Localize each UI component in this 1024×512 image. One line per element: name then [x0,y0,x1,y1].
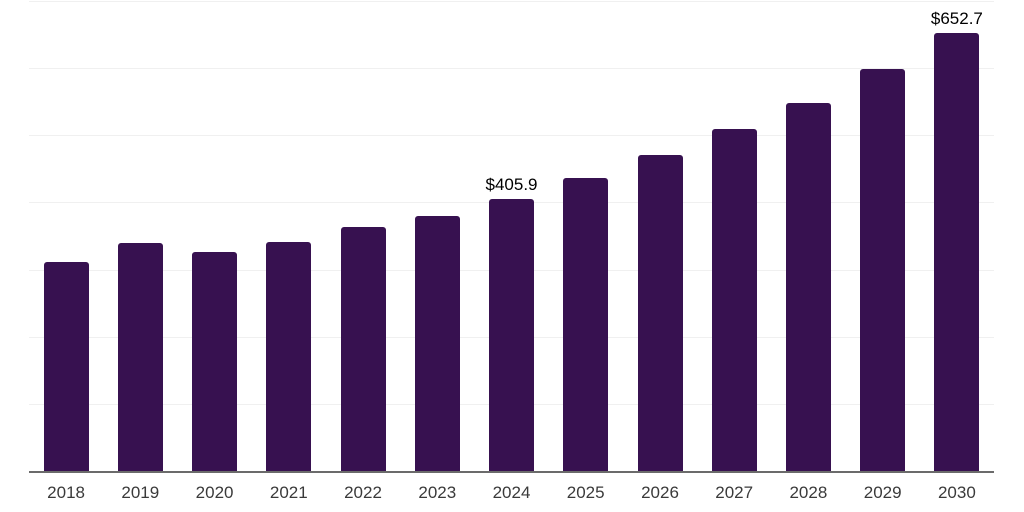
bar-2019 [117,243,163,471]
x-tick-2029: 2029 [863,483,902,502]
x-tick-2023: 2023 [418,483,457,502]
x-tick-2021: 2021 [269,483,308,502]
bar-2027 [711,129,757,471]
x-tick-2022: 2022 [344,483,382,502]
bar-2030 [934,32,980,471]
bar-2029 [860,68,906,471]
bar-2024 [489,198,534,471]
x-tick-2025: 2025 [566,483,605,502]
x-tick-2018: 2018 [47,483,85,502]
bar-2018 [43,261,89,471]
gridline-700 [29,1,994,2]
x-tick-2030: 2030 [937,483,976,502]
x-tick-2019: 2019 [121,483,160,502]
x-tick-2027: 2027 [715,483,754,502]
bar-2023 [414,215,460,471]
bar-2020 [192,252,238,471]
bar-2025 [563,178,609,471]
bar-2026 [637,154,683,471]
bar-2028 [785,103,831,471]
x-tick-2024: 2024 [492,483,531,502]
data-label-2024: $405.9 [485,174,538,194]
x-axis-line [29,471,994,473]
bar-2022 [340,226,386,471]
x-tick-2028: 2028 [789,483,828,502]
bar-2021 [266,242,312,471]
data-label-2030: $652.7 [930,8,983,28]
x-tick-2020: 2020 [195,483,234,502]
gridline-600 [29,68,994,70]
x-tick-2026: 2026 [641,483,679,502]
gridline-500 [29,135,994,137]
